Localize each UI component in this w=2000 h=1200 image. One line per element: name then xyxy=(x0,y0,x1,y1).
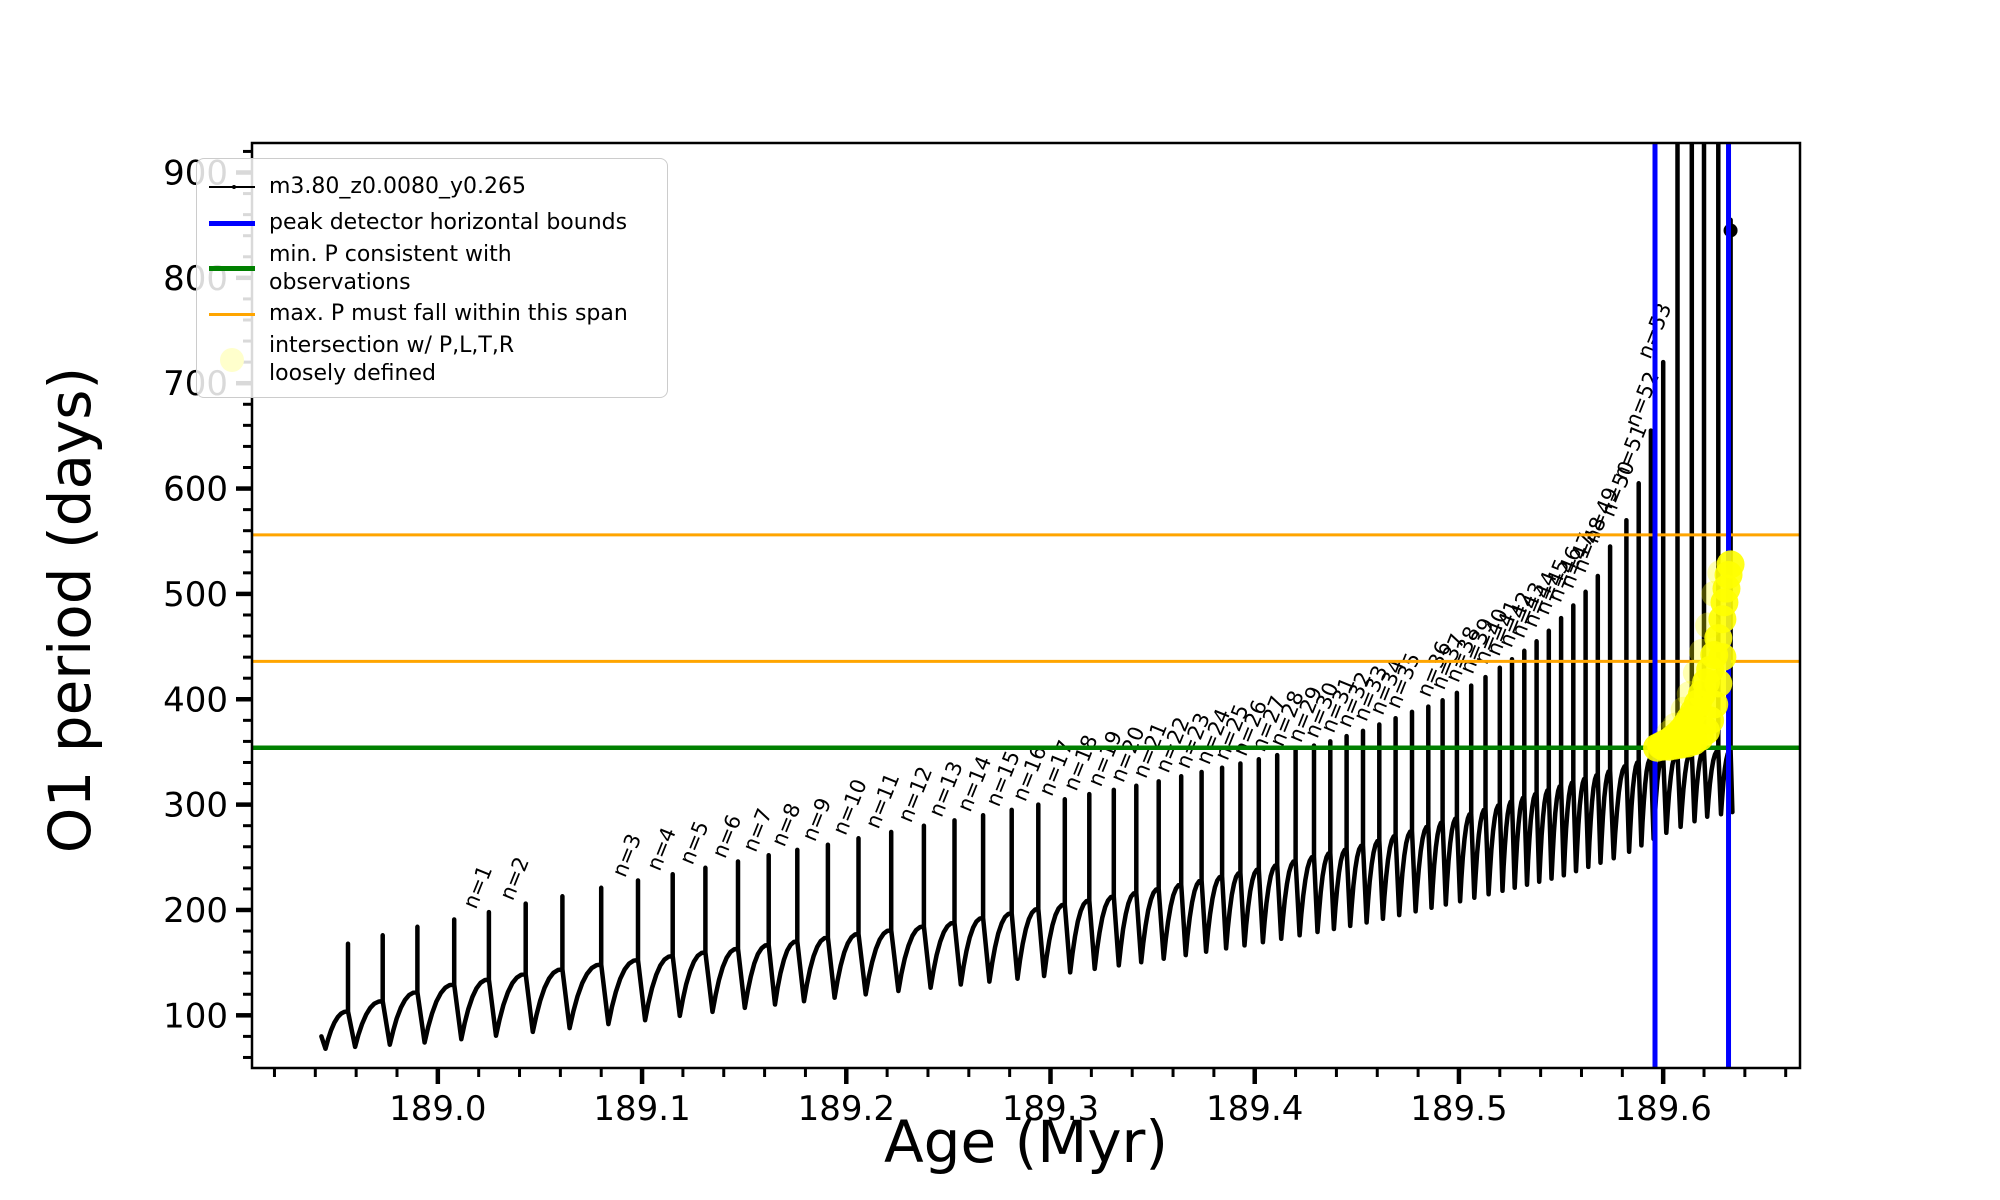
x-tick-label: 189.5 xyxy=(1410,1089,1507,1129)
legend-label: max. P must fall within this span xyxy=(269,301,628,327)
intersection-point-faint xyxy=(1707,559,1734,586)
x-tick-label: 189.2 xyxy=(798,1089,895,1129)
intersection-point-faint xyxy=(1688,638,1715,665)
intersection-point xyxy=(1716,550,1745,579)
legend-label: intersection w/ P,L,T,R loosely defined xyxy=(269,333,515,386)
x-tick-label: 189.3 xyxy=(1002,1089,1099,1129)
peak-label: n=3 xyxy=(607,830,646,880)
legend-item-intersection: intersection w/ P,L,T,R loosely defined xyxy=(209,332,655,387)
peak-label: n=9 xyxy=(797,794,836,844)
y-axis-label: O1 period (days) xyxy=(36,366,104,854)
legend-item-max-p: max. P must fall within this span xyxy=(209,296,655,332)
x-tick-label: 189.1 xyxy=(593,1089,690,1129)
y-tick-label: 600 xyxy=(163,470,228,510)
peak-label: n=2 xyxy=(495,853,534,903)
series-curve xyxy=(319,143,1735,1052)
series-line-icon xyxy=(209,185,255,189)
intersection-point-faint xyxy=(1662,712,1689,739)
x-tick-label: 189.0 xyxy=(389,1089,486,1129)
peak-label: n=8 xyxy=(767,800,806,850)
x-tick-label: 189.6 xyxy=(1614,1089,1711,1129)
legend-label: m3.80_z0.0080_y0.265 xyxy=(269,174,526,200)
intersection-point-faint xyxy=(1676,680,1703,707)
orange-line-icon xyxy=(209,312,255,316)
x-axis-label: Age (Myr) xyxy=(883,1108,1169,1176)
legend-item-series: m3.80_z0.0080_y0.265 xyxy=(209,169,655,205)
peak-label: n=1 xyxy=(458,862,497,912)
peak-label: n=5 xyxy=(675,818,714,868)
intersection-point-faint xyxy=(1670,696,1697,723)
intersection-point-faint xyxy=(1682,659,1709,686)
axes-frame xyxy=(250,141,1802,1070)
intersection-point-faint xyxy=(1695,612,1722,639)
peak-label: n=11 xyxy=(861,769,905,831)
intersection-point xyxy=(1700,690,1729,719)
blue-line-icon xyxy=(209,220,255,226)
intersection-point-faint xyxy=(1701,580,1728,607)
peak-label: n=6 xyxy=(707,811,746,861)
y-tick-label: 200 xyxy=(163,891,228,931)
green-line-icon xyxy=(209,266,255,271)
peak-label: n=4 xyxy=(642,824,681,874)
legend-item-peak-bounds: peak detector horizontal bounds xyxy=(209,205,655,241)
intersection-point xyxy=(1708,643,1737,672)
legend: m3.80_z0.0080_y0.265 peak detector horiz… xyxy=(196,158,668,398)
legend-label: peak detector horizontal bounds xyxy=(269,210,628,236)
intersection-point-faint xyxy=(1656,719,1683,746)
peak-label: n=52 xyxy=(1620,368,1664,430)
y-tick-label: 100 xyxy=(163,996,228,1036)
y-tick-label: 300 xyxy=(163,786,228,826)
legend-label: min. P consistent with observations xyxy=(269,242,512,295)
yellow-circle-icon xyxy=(209,347,255,372)
legend-item-min-p: min. P consistent with observations xyxy=(209,241,655,296)
intersection-point xyxy=(1704,669,1733,698)
y-tick-label: 500 xyxy=(163,575,228,615)
x-tick-label: 189.4 xyxy=(1206,1089,1303,1129)
peak-label: n=51 xyxy=(1608,421,1652,483)
y-tick-label: 400 xyxy=(163,680,228,720)
